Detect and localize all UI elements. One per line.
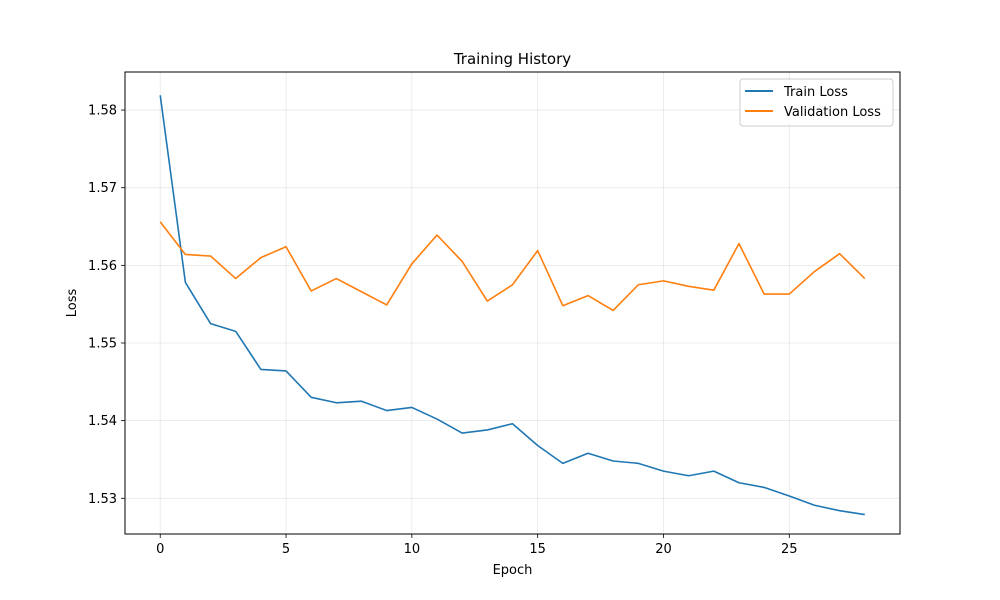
y-tick-label: 1.53 bbox=[88, 492, 117, 507]
legend-box bbox=[739, 78, 894, 127]
y-axis-ticks: 1.53 1.54 1.55 1.56 1.57 1.58 bbox=[88, 104, 125, 507]
x-tick-label: 20 bbox=[655, 542, 672, 557]
chart-title: Training History bbox=[453, 50, 571, 68]
series-line-train-loss bbox=[159, 95, 865, 516]
y-tick-label: 1.56 bbox=[88, 259, 117, 274]
x-tick-label: 0 bbox=[156, 542, 164, 557]
series-line-validation-loss bbox=[159, 221, 866, 312]
legend-label-train-loss: Train Loss bbox=[783, 85, 848, 100]
x-tick-label: 5 bbox=[282, 542, 290, 557]
x-tick-label: 10 bbox=[404, 542, 421, 557]
y-tick-label: 1.57 bbox=[88, 181, 117, 196]
plot-frame bbox=[124, 71, 901, 535]
legend-label-validation-loss: Validation Loss bbox=[784, 105, 881, 120]
x-tick-label: 25 bbox=[781, 542, 798, 557]
y-tick-label: 1.58 bbox=[88, 104, 117, 119]
legend: Train Loss Validation Loss bbox=[739, 78, 894, 127]
y-tick-label: 1.55 bbox=[88, 336, 117, 351]
grid bbox=[125, 72, 900, 534]
y-tick-label: 1.54 bbox=[88, 414, 117, 429]
y-axis-label: Loss bbox=[65, 289, 80, 318]
x-axis-ticks: 0 5 10 15 20 25 bbox=[156, 534, 798, 557]
x-axis-label: Epoch bbox=[493, 563, 533, 578]
x-tick-label: 15 bbox=[529, 542, 546, 557]
series-layer bbox=[159, 95, 866, 516]
